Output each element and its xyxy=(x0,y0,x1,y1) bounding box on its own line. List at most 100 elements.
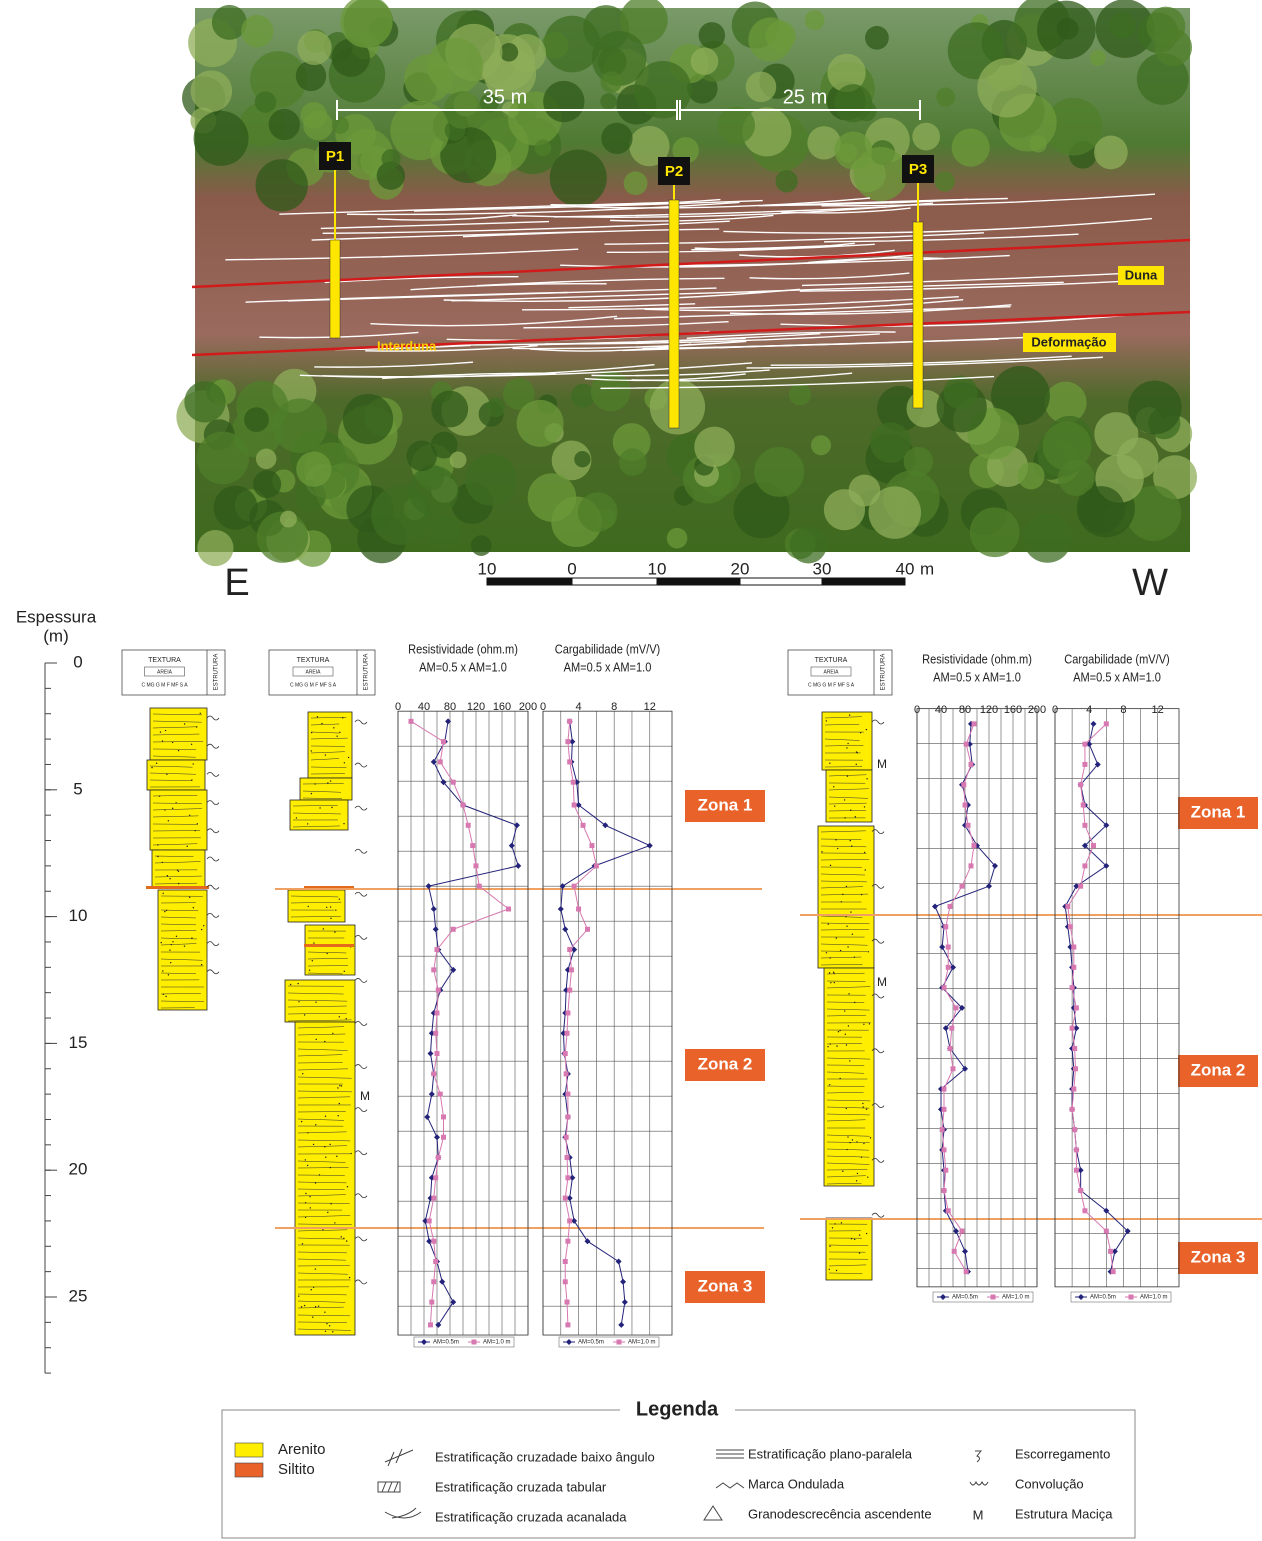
data-point xyxy=(972,721,977,726)
structure-symbol xyxy=(355,978,367,982)
zone-label: Zona 3 xyxy=(698,1276,753,1295)
grain xyxy=(862,1103,863,1104)
legend-label: Estratificação cruzada tabular xyxy=(435,1479,607,1494)
data-point xyxy=(960,884,965,889)
data-point xyxy=(562,926,568,932)
data-point xyxy=(948,904,953,909)
foliage xyxy=(718,107,755,144)
foliage xyxy=(256,449,277,470)
structure-symbol xyxy=(207,970,219,974)
data-point xyxy=(951,1066,956,1071)
grain xyxy=(830,865,831,866)
grain xyxy=(846,886,847,887)
grain xyxy=(159,795,160,796)
data-point xyxy=(431,1071,436,1076)
scale-segment xyxy=(487,578,572,585)
grain xyxy=(333,727,334,728)
figure: P1P2P335 m25 mDunaInterdunaDeformação 10… xyxy=(0,0,1262,1541)
grain xyxy=(168,974,169,975)
plot-frame xyxy=(543,711,672,1335)
grain xyxy=(326,953,327,954)
data-point xyxy=(939,944,945,950)
grain xyxy=(842,894,843,895)
series-line xyxy=(411,721,509,1325)
foliage xyxy=(694,427,734,467)
grain xyxy=(339,1016,340,1017)
data-point xyxy=(946,945,951,950)
grain xyxy=(191,937,192,938)
grain xyxy=(847,1136,848,1137)
data-point xyxy=(441,739,446,744)
data-point xyxy=(472,1340,477,1345)
data-point xyxy=(1082,863,1087,868)
grain xyxy=(846,1044,847,1045)
data-point xyxy=(1073,1066,1078,1071)
data-point xyxy=(567,759,572,764)
grain xyxy=(839,1030,840,1031)
data-point xyxy=(1071,1087,1076,1092)
data-point xyxy=(942,1147,947,1152)
column-header-text: ESTRUTURA xyxy=(214,654,220,691)
grain xyxy=(860,732,861,733)
grain xyxy=(334,1222,335,1223)
foliage xyxy=(935,171,955,191)
data-point xyxy=(565,1300,570,1305)
grain xyxy=(325,1331,326,1332)
zone-label: Zona 3 xyxy=(1191,1247,1246,1266)
grain xyxy=(840,950,841,951)
grain xyxy=(313,1287,314,1288)
data-point xyxy=(1129,1295,1134,1300)
data-point xyxy=(1082,1208,1087,1213)
grain xyxy=(329,1325,330,1326)
data-point xyxy=(506,906,511,911)
structure-symbol xyxy=(207,801,219,805)
sandstone xyxy=(152,850,205,888)
data-point xyxy=(567,719,572,724)
siltstone xyxy=(146,886,209,889)
grain xyxy=(323,928,324,929)
grain xyxy=(827,1046,828,1047)
grain xyxy=(341,1236,342,1237)
structure-symbol xyxy=(355,892,367,896)
foliage xyxy=(244,407,269,432)
grain xyxy=(330,1167,331,1168)
lithology-label: Siltito xyxy=(278,1461,315,1478)
grain xyxy=(326,907,327,908)
data-point xyxy=(461,803,466,808)
grain xyxy=(167,875,168,876)
grain xyxy=(305,1193,306,1194)
column-header-text: C MG G M F MF S A xyxy=(290,682,337,688)
foliage xyxy=(214,486,258,530)
foliage xyxy=(1128,381,1182,435)
grain xyxy=(162,740,163,741)
grain xyxy=(839,1078,840,1079)
series-line xyxy=(565,721,596,1325)
foliage xyxy=(1017,462,1044,489)
grain xyxy=(326,1323,327,1324)
column-header-text: C MG G M F MF S A xyxy=(808,682,855,688)
foliage xyxy=(426,514,462,550)
grain xyxy=(342,717,343,718)
foliage xyxy=(952,129,990,167)
grain xyxy=(318,1305,319,1306)
data-point xyxy=(991,1295,996,1300)
legend-label: AM=1.0 m xyxy=(628,1340,656,1346)
direction: W xyxy=(1132,562,1168,604)
x-tick-label: 12 xyxy=(1151,704,1163,716)
foliage xyxy=(191,70,233,112)
data-point xyxy=(433,1031,438,1036)
foliage xyxy=(754,447,804,497)
grain xyxy=(863,1106,864,1107)
grain xyxy=(821,851,822,852)
grain xyxy=(856,1141,857,1142)
structure-symbol xyxy=(355,1237,367,1241)
sandstone xyxy=(824,968,874,1186)
foliage xyxy=(280,511,297,528)
grain xyxy=(164,911,165,912)
zone-label: Zona 2 xyxy=(1191,1060,1246,1079)
column-header-text: C MG G M F MF S A xyxy=(141,682,188,688)
grain xyxy=(349,1277,350,1278)
grain xyxy=(343,1238,344,1239)
column-header-text: AREIA xyxy=(157,669,173,675)
legend-label: AM=1.0 m xyxy=(483,1340,511,1346)
